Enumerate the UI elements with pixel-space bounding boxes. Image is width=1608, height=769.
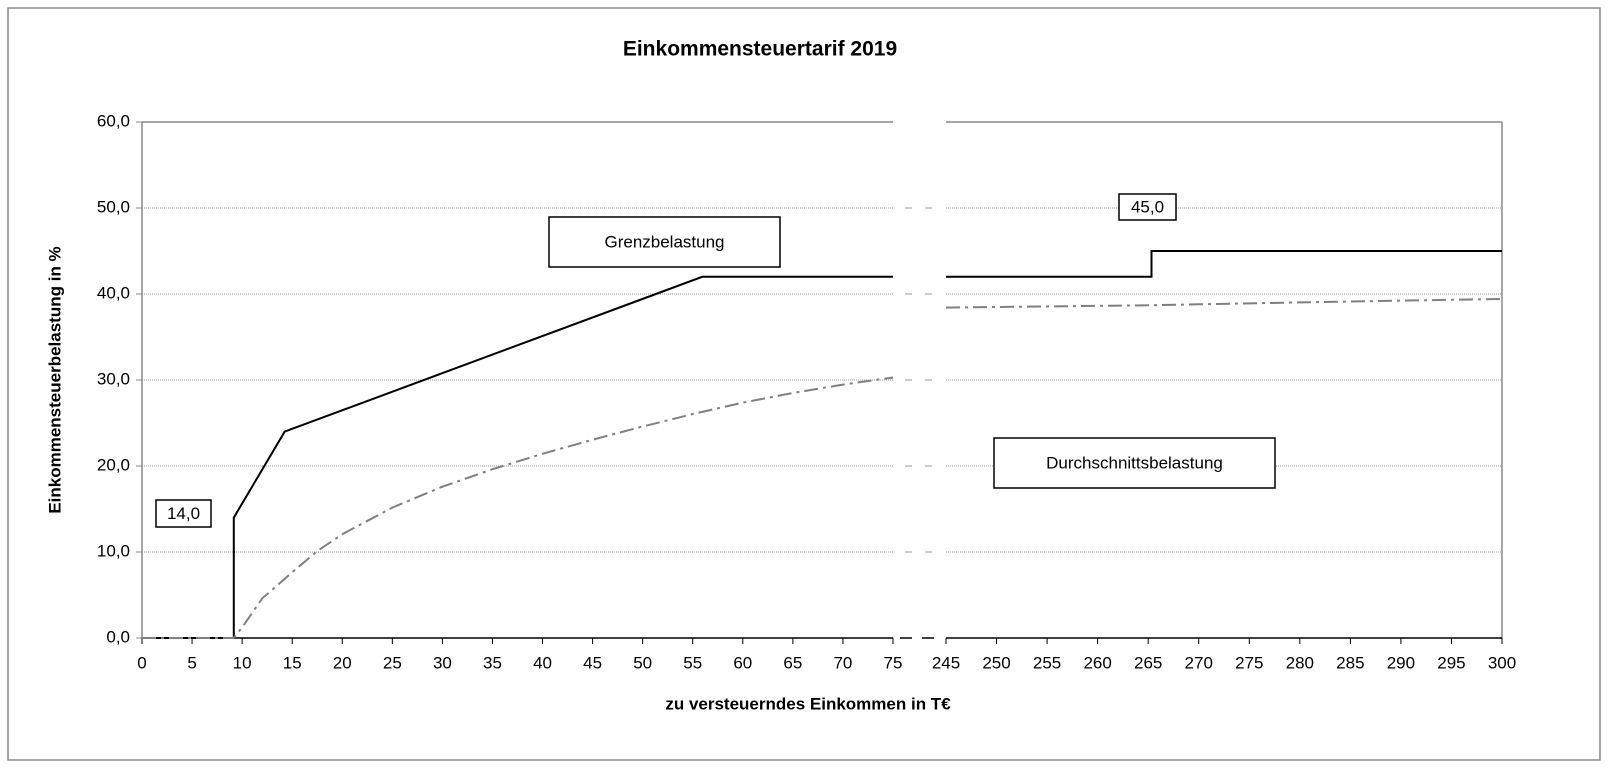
- x-tick-label: 265: [1134, 653, 1162, 672]
- y-tick-label: 50,0: [97, 197, 130, 216]
- x-tick-label: 285: [1336, 653, 1364, 672]
- x-tick-label: 270: [1185, 653, 1213, 672]
- x-tick-label: 290: [1387, 653, 1415, 672]
- annotation: 14,0: [167, 504, 200, 523]
- x-tick-label: 75: [884, 653, 903, 672]
- x-tick-label: 30: [433, 653, 452, 672]
- y-tick-label: 30,0: [97, 369, 130, 388]
- y-tick-label: 0,0: [106, 627, 130, 646]
- annotation-box: [548, 216, 781, 268]
- x-tick-label: 260: [1083, 653, 1111, 672]
- x-tick-label: 15: [283, 653, 302, 672]
- y-tick-label: 10,0: [97, 541, 130, 560]
- x-tick-label: 55: [683, 653, 702, 672]
- x-tick-label: 35: [483, 653, 502, 672]
- x-tick-label: 60: [733, 653, 752, 672]
- y-tick-label: 60,0: [97, 111, 130, 130]
- x-tick-label: 275: [1235, 653, 1263, 672]
- x-tick-label: 245: [932, 653, 960, 672]
- x-tick-label: 295: [1437, 653, 1465, 672]
- y-tick-label: 20,0: [97, 455, 130, 474]
- x-tick-label: 65: [783, 653, 802, 672]
- x-tick-label: 300: [1488, 653, 1516, 672]
- annotation-box: [155, 499, 212, 528]
- x-tick-label: 5: [187, 653, 196, 672]
- x-tick-label: 10: [233, 653, 252, 672]
- x-tick-label: 280: [1286, 653, 1314, 672]
- annotation: 45,0: [1131, 197, 1164, 216]
- chart-border: [7, 7, 1601, 761]
- x-tick-label: 255: [1033, 653, 1061, 672]
- x-tick-label: 50: [633, 653, 652, 672]
- annotation-box: [993, 437, 1276, 489]
- x-tick-label: 70: [833, 653, 852, 672]
- annotation: Durchschnittsbelastung: [1046, 453, 1223, 472]
- x-axis-label: zu versteuerndes Einkommen in T€: [665, 694, 951, 713]
- series-line: [142, 250, 1502, 639]
- series-line: [142, 298, 1503, 639]
- annotation: Grenzbelastung: [604, 232, 724, 251]
- annotation-box: [1118, 193, 1177, 221]
- chart-title: Einkommensteuertarif 2019: [623, 38, 897, 61]
- x-tick-label: 40: [533, 653, 552, 672]
- y-axis-label: Einkommensteuerbelastung in %: [45, 246, 64, 513]
- x-tick-label: 25: [383, 653, 402, 672]
- x-tick-label: 20: [333, 653, 352, 672]
- x-tick-label: 45: [583, 653, 602, 672]
- x-tick-label: 250: [982, 653, 1010, 672]
- x-tick-label: 0: [137, 653, 146, 672]
- y-tick-label: 40,0: [97, 283, 130, 302]
